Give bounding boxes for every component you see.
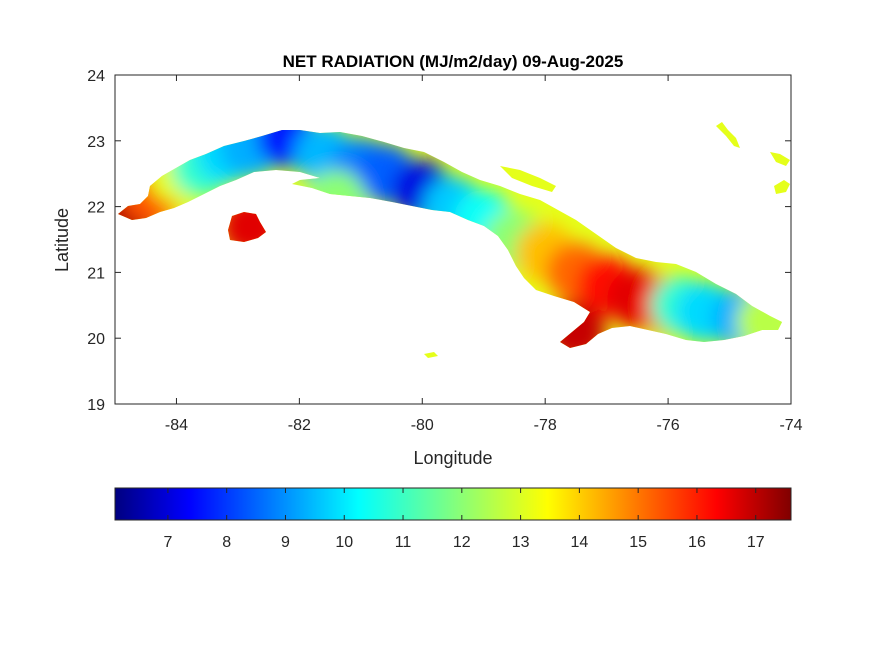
- x-axis-ticks: -84 -82 -80 -78 -76 -74: [165, 75, 803, 434]
- y-tick-label: 19: [87, 397, 105, 414]
- colorbar: 7 8 9 10 11 12 13 14 15 16 17: [114, 487, 792, 551]
- colorbar-gradient: [114, 487, 792, 521]
- colorbar-tick-label: 9: [281, 534, 290, 551]
- x-tick-label: -78: [534, 417, 557, 434]
- colorbar-tick-label: 13: [512, 534, 530, 551]
- colorbar-tick-label: 16: [688, 534, 706, 551]
- y-axis-ticks: 19 20 21 22 23 24: [87, 68, 791, 414]
- x-tick-label: -80: [411, 417, 434, 434]
- y-tick-label: 23: [87, 134, 105, 151]
- map-title: NET RADIATION (MJ/m2/day) 09-Aug-2025: [283, 52, 624, 71]
- x-tick-label: -84: [165, 417, 188, 434]
- y-tick-label: 20: [87, 331, 105, 348]
- colorbar-tick-label: 15: [629, 534, 647, 551]
- x-tick-label: -82: [288, 417, 311, 434]
- y-axis-label: Latitude: [52, 208, 72, 272]
- colorbar-tick-label: 11: [395, 534, 412, 551]
- y-tick-label: 24: [87, 68, 105, 85]
- x-tick-label: -74: [779, 417, 802, 434]
- x-tick-label: -76: [657, 417, 680, 434]
- plot-area: [114, 74, 792, 405]
- y-tick-label: 22: [87, 200, 105, 217]
- colorbar-tick-label: 17: [747, 534, 765, 551]
- colorbar-tick-label: 14: [570, 534, 588, 551]
- x-axis-label: Longitude: [413, 448, 492, 468]
- colorbar-tick-label: 7: [163, 534, 172, 551]
- colorbar-tick-label: 10: [335, 534, 353, 551]
- colorbar-tick-label: 12: [453, 534, 471, 551]
- colorbar-ticks: 7 8 9 10 11 12 13 14 15 16 17: [163, 488, 765, 551]
- colorbar-tick-label: 8: [222, 534, 231, 551]
- y-tick-label: 21: [87, 265, 105, 282]
